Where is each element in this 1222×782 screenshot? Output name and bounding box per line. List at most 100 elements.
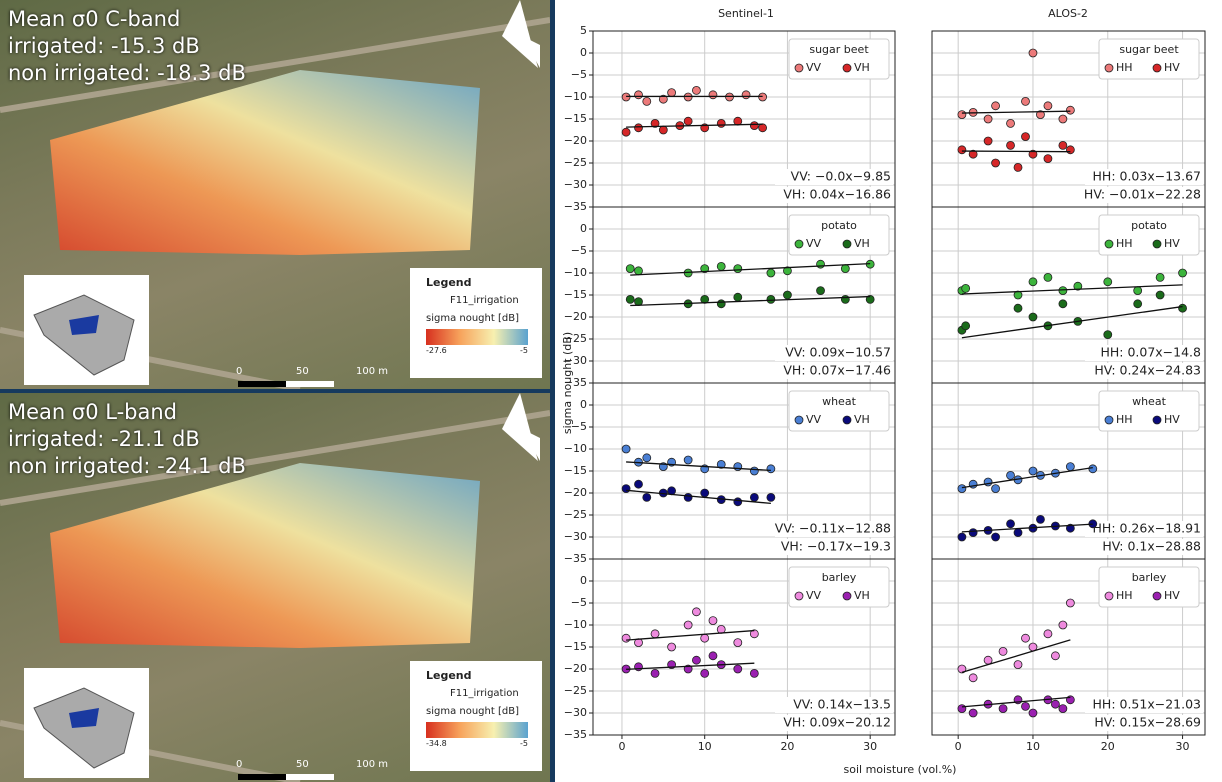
legend-title: Legend [426,669,472,682]
y-tick-label: −25 [564,332,587,345]
point [1028,312,1038,322]
legend-layer: F11_irrigation [450,295,519,306]
legend-scale-title: sigma nought [dB] [426,313,519,324]
y-tick-label: −20 [564,310,587,323]
legend-box [788,566,890,608]
map-panel: 0 50 100 m Mean σ0 L-band irrigated: -21.1 d… [0,393,550,782]
y-tick-label: −10 [564,90,587,103]
point [667,88,677,97]
point [957,484,967,494]
trend-line [961,150,1071,153]
equation-bg [1085,715,1203,731]
field-raster [50,70,480,255]
point [683,116,693,126]
point [1013,290,1023,300]
map-caption: Mean σ0 L-band irrigated: -21.1 dB non irr… [8,399,308,480]
point [1178,268,1187,278]
legend-marker [842,415,852,425]
y-tick-label: −15 [564,464,587,477]
y-tick-label: −35 [564,376,587,389]
legend-title: wheat [822,395,856,408]
point [625,264,635,274]
caption-line: Mean σ0 L-band [8,400,177,424]
caption-line: Mean σ0 C-band [8,7,181,31]
point [749,492,759,502]
equation: HH: 0.51x−21.03 [1093,697,1201,712]
colorbar-max: -5 [520,739,528,748]
point [749,629,759,639]
point [621,92,631,102]
point [650,629,660,639]
point [783,290,792,300]
equation-bg [1085,521,1203,537]
point [733,116,743,126]
y-tick-label: 0 [580,222,587,235]
legend-title: Legend [426,276,472,289]
point [708,616,718,625]
point [634,90,643,100]
equation-bg [775,697,893,713]
y-tick-label: −20 [564,662,587,675]
y-tick-label: −10 [564,266,587,279]
point [634,297,643,307]
equation-bg [775,539,893,555]
equation-bg [775,345,893,361]
y-tick-label: 5 [580,24,587,37]
point [1006,119,1015,128]
legend-label: HV [1164,413,1180,426]
legend-box [1098,38,1200,80]
y-tick-label: 0 [580,574,587,587]
x-tick-label: 10 [1026,740,1040,753]
x-tick-label: 30 [1176,740,1190,753]
legend-label: HV [1164,61,1180,74]
caption-line: non irrigated: -24.1 dB [8,454,246,478]
point [766,464,776,474]
point [749,466,759,476]
point [1051,699,1060,709]
point [1065,145,1075,155]
point [1065,105,1075,115]
point [1013,303,1023,313]
colorbar [426,329,528,345]
legend-marker [842,591,852,601]
legend-box [788,390,890,432]
legend-label: VH [854,413,870,426]
y-tick-label: −15 [564,288,587,301]
scale-label: 100 m [356,366,388,377]
point [692,86,701,95]
legend-label: VV [806,413,822,426]
x-tick-label: 10 [698,740,712,753]
plot-frame [592,558,896,736]
point [1043,101,1053,111]
legend-label: HH [1116,237,1133,250]
point [725,92,734,102]
point [1036,110,1045,119]
y-tick-label: 0 [580,398,587,411]
point [1058,140,1068,150]
legend-marker [1104,63,1114,73]
point [733,638,743,647]
point [991,484,1000,494]
point [683,455,693,465]
parcels [33,294,135,376]
point [766,268,776,278]
legend-label: VV [806,61,822,74]
equation-bg [1085,697,1203,713]
x-tick-label: 20 [1101,740,1115,753]
legend-title: sugar beet [809,43,869,56]
legend-label: VH [854,589,870,602]
equation: HV: −0.01x−22.28 [1084,187,1201,202]
point [658,125,668,135]
point [634,123,643,133]
trend-line [626,123,763,128]
colorbar-labels: -27.6 -5 [426,346,528,355]
point [1043,154,1053,164]
point [998,647,1008,656]
point [1006,140,1015,150]
point [667,642,677,652]
point [983,114,993,124]
point [634,479,643,489]
equation-bg [1085,187,1203,203]
legend-label: HH [1116,413,1133,426]
